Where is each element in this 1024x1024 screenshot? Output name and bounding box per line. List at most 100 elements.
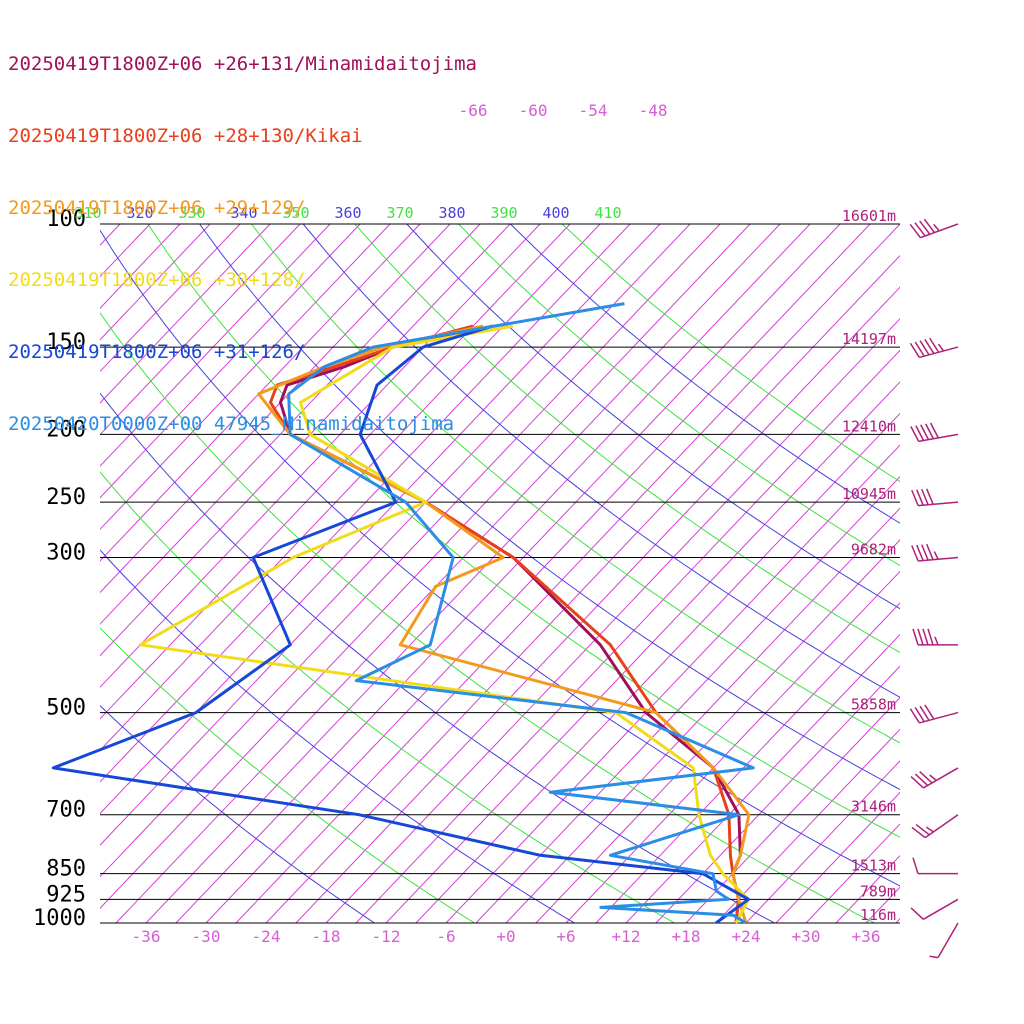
isotherm-line xyxy=(100,223,271,404)
top-temperature-label: -60 xyxy=(519,101,548,120)
top-temperature-label: -54 xyxy=(579,101,608,120)
isotherm-line xyxy=(100,223,481,625)
isotherm-line xyxy=(100,223,721,878)
theta-label: 350 xyxy=(282,204,309,222)
legend-entry-minamidaitojima-model: 20250419T1800Z+06 +26+131/Minamidaitojim… xyxy=(8,53,477,75)
height-label: 10945m xyxy=(842,485,896,503)
wind-barb xyxy=(910,767,959,789)
isotherm-line xyxy=(100,223,361,499)
x-tick-label: +18 xyxy=(672,927,701,946)
isotherm-line xyxy=(100,223,691,846)
isotherm-line xyxy=(595,602,900,923)
isotherm-line xyxy=(100,223,451,594)
wind-barb xyxy=(912,857,958,875)
pressure-label: 150 xyxy=(46,330,86,355)
theta-label: 400 xyxy=(542,204,569,222)
height-label: 16601m xyxy=(842,207,896,225)
top-temperature-label: -48 xyxy=(639,101,668,120)
isotherm-line xyxy=(986,224,1024,923)
wind-barb xyxy=(929,922,959,959)
wind-barb xyxy=(911,488,959,507)
isotherm-line xyxy=(100,223,661,815)
legend-entry-29-129: 20250419T1800Z+06 +29+129/ xyxy=(8,197,306,219)
isotherm-line xyxy=(625,633,900,923)
theta-label: 390 xyxy=(490,204,517,222)
wind-barb xyxy=(910,898,959,920)
wind-barb xyxy=(912,628,958,646)
sounding-line-4 xyxy=(138,324,750,924)
height-label: 3146m xyxy=(851,798,896,816)
theta-label: 370 xyxy=(386,204,413,222)
isotherm-line xyxy=(775,791,900,923)
pressure-label: 100 xyxy=(46,207,86,232)
theta-label: 360 xyxy=(334,204,361,222)
isotherm-line xyxy=(895,918,900,923)
top-temperature-label: -66 xyxy=(459,101,488,120)
isotherm-line xyxy=(100,223,511,657)
isotherm-line xyxy=(205,223,871,923)
sounding-line-5 xyxy=(51,324,750,925)
isotherm-line xyxy=(956,224,1024,923)
pressure-label: 1000 xyxy=(33,906,86,931)
legend-entry-30-128: 20250419T1800Z+06 +30+128/ xyxy=(8,269,306,291)
isotherm-lines xyxy=(100,223,1024,923)
x-tick-label: -36 xyxy=(132,927,161,946)
isotherm-line xyxy=(385,381,900,923)
wind-barbs xyxy=(909,218,959,959)
height-label: 12410m xyxy=(842,417,896,435)
x-tick-label: +24 xyxy=(732,927,761,946)
wind-barb xyxy=(909,704,959,724)
isotherm-line xyxy=(445,444,900,923)
legend-entry-31-126: 20250419T1800Z+06 +31+126/ xyxy=(8,341,306,363)
isotherm-line xyxy=(100,223,241,373)
isotherm-line xyxy=(100,223,421,562)
theta-curve xyxy=(510,223,900,524)
height-label: 14197m xyxy=(842,330,896,348)
isotherm-line xyxy=(295,286,900,923)
theta-label: 340 xyxy=(230,204,257,222)
isotherm-line xyxy=(235,223,900,923)
pressure-label: 250 xyxy=(46,485,86,510)
x-tick-label: +36 xyxy=(852,927,881,946)
height-label: 1513m xyxy=(851,857,896,875)
isotherm-line xyxy=(865,886,900,923)
theta-curve xyxy=(458,223,900,567)
x-tick-label: +30 xyxy=(792,927,821,946)
isotherm-line xyxy=(355,349,900,923)
height-label: 5858m xyxy=(851,696,896,714)
isotherm-line xyxy=(100,223,301,436)
theta-label: 310 xyxy=(74,204,101,222)
wind-barb xyxy=(909,218,959,239)
isotherm-line xyxy=(505,507,900,923)
x-tick-label: +6 xyxy=(556,927,575,946)
pressure-label: 500 xyxy=(46,696,86,721)
legend-entry-47945-observation: 20250420T0000Z+00 47945_Minamidaitojima xyxy=(8,413,455,435)
isotherm-line xyxy=(565,570,900,923)
isotherm-line xyxy=(265,254,900,923)
isotherm-line xyxy=(655,665,900,923)
height-label: 116m xyxy=(860,906,896,924)
wind-barb xyxy=(911,543,959,562)
wind-barb xyxy=(911,814,959,839)
x-tick-label: -6 xyxy=(436,927,455,946)
isotherm-line xyxy=(715,728,900,923)
sounding-profiles xyxy=(51,302,755,925)
theta-label: 380 xyxy=(438,204,465,222)
isotherm-line xyxy=(415,412,900,923)
pressure-label: 925 xyxy=(46,882,86,907)
theta-curve xyxy=(561,223,900,483)
isotherm-line xyxy=(100,223,571,720)
isotherm-line xyxy=(100,223,391,531)
isotherm-line xyxy=(685,697,900,923)
legend: 20250419T1800Z+06 +26+131/Minamidaitojim… xyxy=(8,4,477,460)
wind-barb xyxy=(909,337,959,359)
pressure-label: 200 xyxy=(46,417,86,442)
pressure-label: 300 xyxy=(46,541,86,566)
isotherm-line xyxy=(100,223,331,467)
wind-barb xyxy=(910,422,959,443)
sounding-line-6 xyxy=(287,302,755,925)
height-label: 789m xyxy=(860,882,896,900)
theta-label: 330 xyxy=(178,204,205,222)
x-tick-label: -30 xyxy=(192,927,221,946)
